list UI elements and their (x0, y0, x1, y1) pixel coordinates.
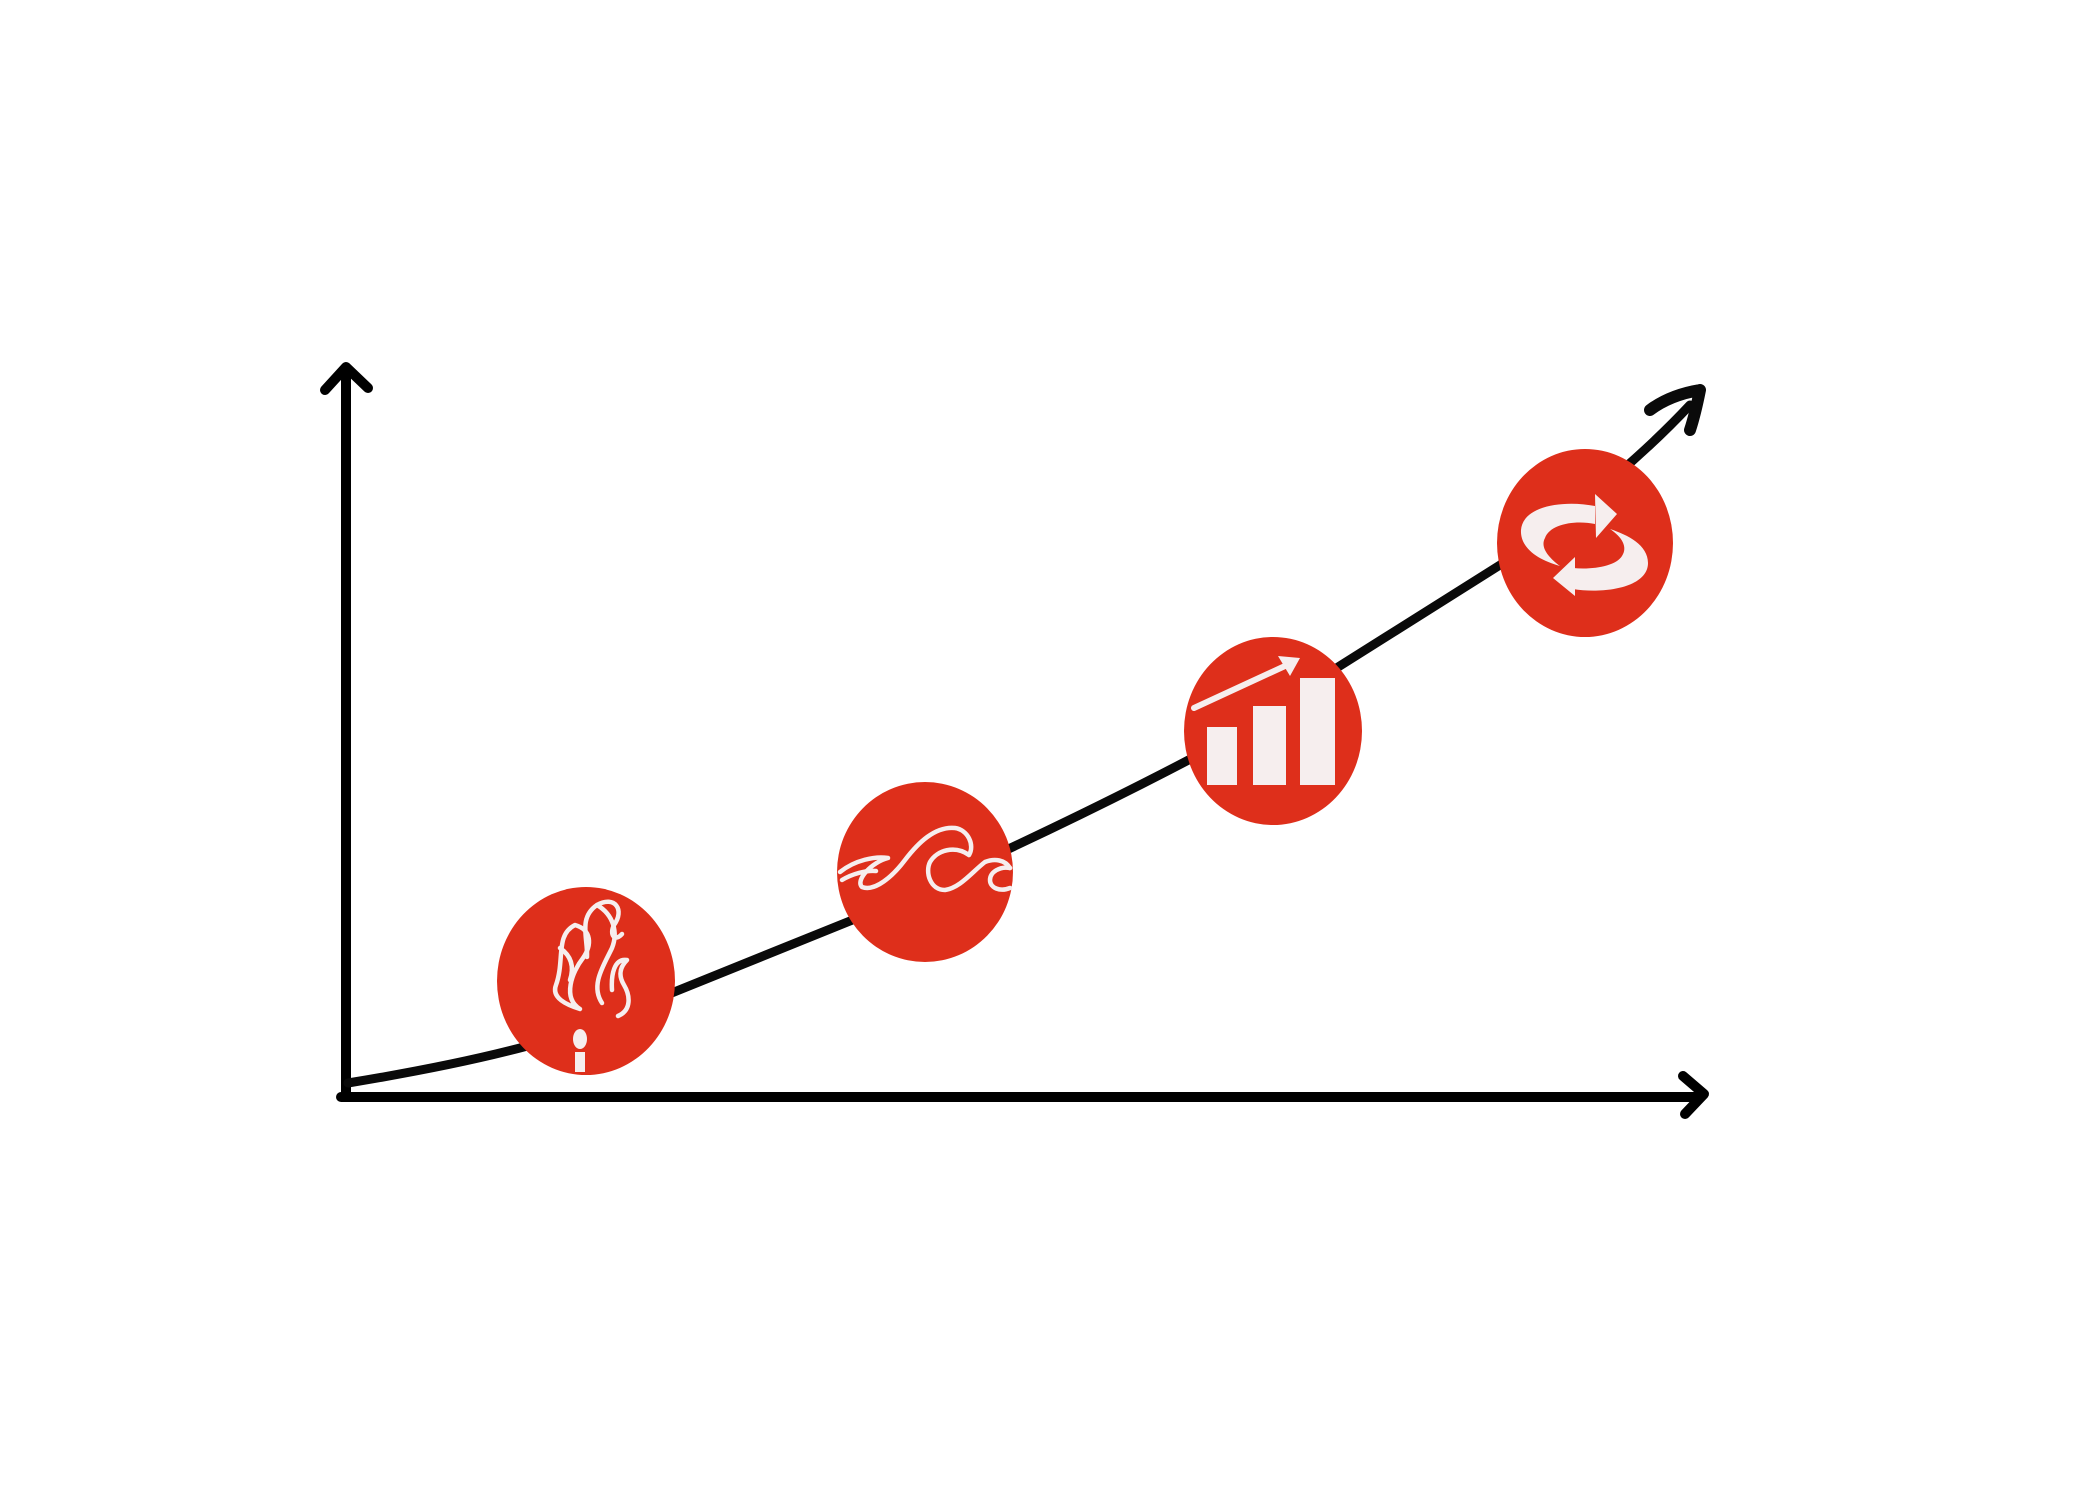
milestone-badge-3 (1184, 637, 1362, 825)
trend-arrow-line (1191, 663, 1288, 711)
milestone-badge-2 (837, 782, 1013, 962)
bar-icon-medium (1253, 706, 1286, 785)
trend-arrow-head (1278, 656, 1300, 676)
match-icon (573, 1029, 587, 1072)
cycle-arrows-icon (1520, 494, 1648, 596)
milestone-badge-1 (497, 887, 675, 1075)
growth-curve-arrowhead (1644, 384, 1706, 436)
bar-icon-small (1207, 727, 1237, 785)
y-axis-arrowhead (320, 362, 373, 395)
wave-icon (837, 825, 1013, 893)
bar-growth-icon (1191, 656, 1335, 785)
flame-icon (552, 899, 631, 1019)
x-axis-arrowhead (1678, 1071, 1709, 1119)
bar-icon-large (1300, 678, 1335, 785)
milestone-badge-4 (1497, 449, 1673, 637)
axes (320, 362, 1709, 1119)
